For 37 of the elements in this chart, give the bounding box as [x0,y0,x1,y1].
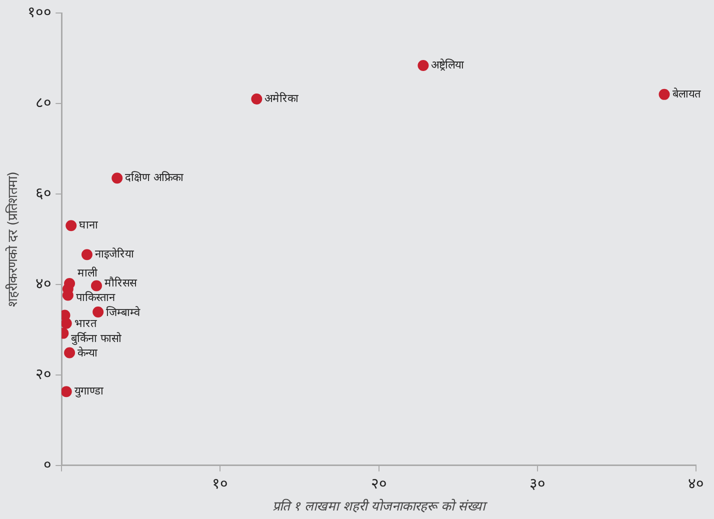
x-tick-label: २० [370,474,387,492]
annotation: दक्षिण अफ्रिका [125,170,184,184]
y-tick-label: ८० [36,93,52,112]
y-tick-label: १०० [28,2,52,21]
y-tick-label: ४० [36,274,52,292]
x-tick-label: ३० [529,474,546,492]
annotation: बुर्किना फासो [71,332,122,346]
x-tick-label: १० [212,474,228,492]
point [92,306,104,318]
point [90,280,102,292]
point [418,60,429,71]
point [66,220,77,232]
x-tick-label: ४० [688,474,704,492]
annotation: केन्या [78,346,98,360]
point [81,249,92,260]
annotation: बेलायत [672,87,702,100]
point [251,93,262,104]
annotation: पाकिस्तान [76,291,116,304]
y-tick-label: २० [36,364,52,383]
annotation: नाइजेरिया [94,247,134,260]
annotation: अष्ट्रेलिया [431,58,464,72]
annotation: माली [78,266,98,280]
annotation: घाना [79,218,98,232]
point [62,318,72,329]
annotation: युगाण्डा [74,384,104,398]
annotation: मौरिसस [104,276,138,290]
point [62,386,72,398]
y-axis-title: शहरीकरणको दर (प्रतिशतमा) [5,171,22,307]
annotation: भारत [74,317,98,330]
point [64,347,76,358]
point [658,88,670,100]
annotation: जिम्बाम्वे [106,306,142,319]
y-tick-label: ० [44,455,52,474]
x-axis-title: प्रति १ लाखमा शहरी योजनाकारहरू को संख्या [272,498,488,515]
point [112,172,123,184]
y-tick-label: ६० [36,184,52,202]
annotation: अमेरिका [264,92,299,105]
